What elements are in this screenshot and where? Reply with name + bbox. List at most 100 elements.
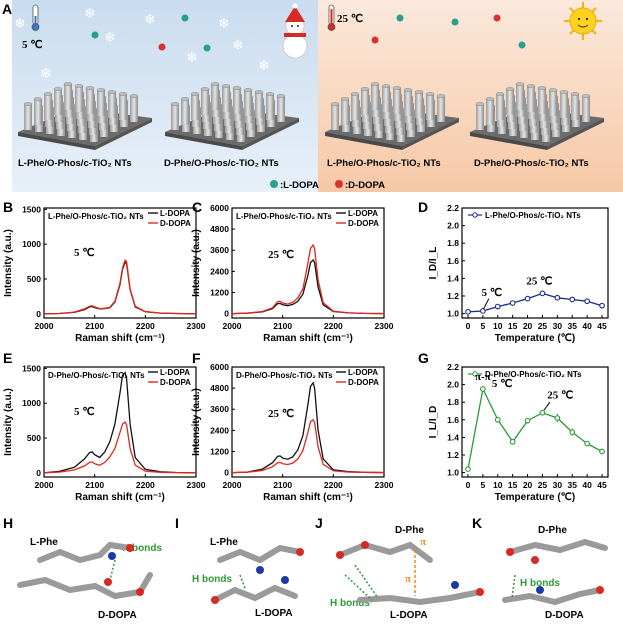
nanotube xyxy=(277,96,285,122)
series-line-d-dopa xyxy=(231,243,385,315)
x-tick-label: 25 xyxy=(538,480,548,490)
h-top-label: L-Phe xyxy=(30,537,58,548)
nanotube-top xyxy=(63,82,73,86)
array-label-2: D-Phe/O-Phos/c-TiO₂ NTs xyxy=(164,158,279,169)
legend-label: D-Phe/O-Phos/c-TiO₂ NTs xyxy=(485,370,582,379)
panel-letter-d: D xyxy=(418,199,428,215)
nanotube-top xyxy=(475,102,485,106)
x-axis-label: Temperature (℃) xyxy=(495,333,576,344)
nanotube-top xyxy=(414,90,424,94)
nanotube xyxy=(560,92,568,118)
plot-frame xyxy=(461,366,609,478)
x-tick-label: 2300 xyxy=(375,321,394,331)
svg-text:❄: ❄ xyxy=(232,38,244,54)
data-point xyxy=(509,438,516,445)
pi-pi-annotation: π-π xyxy=(475,371,491,383)
chart-panel-d: D 0 5 10 15 20 25 30 35 40 45 1.0 1.2 1.4 1.6 1.8 2.0 2.2… xyxy=(418,199,609,344)
y-tick-label: 2400 xyxy=(210,425,229,435)
nanotube-top xyxy=(254,90,264,94)
series-line-d-dopa xyxy=(43,421,197,474)
nanotube-top xyxy=(107,90,117,94)
data-point xyxy=(599,448,605,455)
y-tick-label: 6000 xyxy=(210,203,229,213)
x-tick-label: 5 xyxy=(480,480,485,490)
nanotube-top xyxy=(74,84,84,88)
nanotube xyxy=(527,86,535,112)
nanotube xyxy=(34,99,42,125)
chart-panel-f: F 2000 2100 2200 2300 0 1200 2400 3600 4800 6000 Ra… xyxy=(191,350,394,503)
chart-panel-b: B 2000 2100 2200 2300 0 500 1000 1500 Raman shift… xyxy=(3,199,206,344)
chart-inset-title: L-Phe/O-Phos/c-TiO₂ NTs xyxy=(48,212,144,221)
x-tick-label: 2300 xyxy=(187,480,206,490)
data-point xyxy=(584,440,590,447)
x-tick-label: 20 xyxy=(523,321,533,331)
nanotube xyxy=(476,104,484,130)
floating-dopa-icons xyxy=(91,14,526,52)
data-point xyxy=(539,409,546,416)
nanotube-top xyxy=(23,102,33,106)
j-bond-label: H bonds xyxy=(330,598,370,609)
x-tick-label: 30 xyxy=(553,480,563,490)
y-tick-label: 1500 xyxy=(22,204,41,214)
x-tick-label: 15 xyxy=(508,321,518,331)
data-point xyxy=(465,466,471,472)
y-tick-label: 2.2 xyxy=(447,362,459,372)
temperature-annotation-2: 25 ℃ xyxy=(547,390,573,402)
k-top-label: D-Phe xyxy=(538,525,567,536)
temperature-annotation: 25 ℃ xyxy=(268,249,294,261)
nanotube-top xyxy=(129,94,139,98)
y-tick-label: 6000 xyxy=(210,362,229,372)
nanotube-top xyxy=(403,88,413,92)
k-molecule-image xyxy=(502,538,608,606)
legend-label: L-Phe/O-Phos/c-TiO₂ NTs xyxy=(485,211,581,220)
x-axis-label: Temperature (℃) xyxy=(495,492,576,503)
chart-inset-title: L-Phe/O-Phos/c-TiO₂ NTs xyxy=(236,212,332,221)
nanotube xyxy=(24,104,32,130)
nanotube xyxy=(181,99,189,125)
legend-label: L-DOPA xyxy=(348,368,378,377)
i-bottom-label: L-DOPA xyxy=(255,608,293,619)
temp-warm-label: 25 ℃ xyxy=(337,13,363,25)
nanotube-top xyxy=(360,87,370,91)
snowflake-icons: ❄❄ ❄ ❄❄❄ ❄❄ ❄ xyxy=(14,6,270,82)
nanotube xyxy=(437,96,445,122)
legend-d-dopa: :D-DOPA xyxy=(335,180,385,191)
y-axis-label: Intensity (a.u.) xyxy=(191,388,202,456)
thermometer-cold-icon xyxy=(31,4,40,31)
x-tick-label: 30 xyxy=(553,321,563,331)
l-dopa-icon xyxy=(270,180,278,188)
nanotube xyxy=(244,90,252,116)
nanotube xyxy=(86,88,94,114)
data-point xyxy=(569,296,576,303)
panel-letter-b: B xyxy=(3,199,13,215)
nanotube-top xyxy=(232,86,242,90)
chart-panel-e: E 2000 2100 2200 2300 0 500 1000 1500 Raman shift… xyxy=(3,350,206,503)
x-tick-label: 10 xyxy=(493,480,503,490)
panel-j: J D-Phe L-DOPA H bonds π π xyxy=(315,515,484,621)
x-axis-label: Raman shift (cm⁻¹) xyxy=(75,492,165,503)
y-tick-label: 1.6 xyxy=(447,256,459,266)
svg-text:❄: ❄ xyxy=(14,16,26,32)
x-tick-label: 2300 xyxy=(187,321,206,331)
nanotube-top xyxy=(210,82,220,86)
svg-text:❄: ❄ xyxy=(258,58,270,74)
y-tick-label: 1000 xyxy=(22,239,41,249)
nanotube xyxy=(255,92,263,118)
series-line-l-dopa xyxy=(231,381,385,474)
y-tick-label: 0 xyxy=(224,468,229,478)
nanotube xyxy=(426,94,434,120)
data-point xyxy=(480,308,486,314)
x-axis-label: Raman shift (cm⁻¹) xyxy=(263,333,353,344)
nanotube-top xyxy=(180,97,190,101)
temperature-annotation: 5 ℃ xyxy=(492,378,513,390)
nanotube-top xyxy=(265,92,275,96)
j-pi-top: π xyxy=(420,536,426,548)
x-axis-label: Raman shift (cm⁻¹) xyxy=(75,333,165,344)
i-top-label: L-Phe xyxy=(210,537,238,548)
data-point xyxy=(539,290,546,297)
panel-letter-c: C xyxy=(192,199,202,215)
array-label-3: L-Phe/O-Phos/c-TiO₂ NTs xyxy=(327,158,441,169)
y-tick-label: 1200 xyxy=(210,287,229,297)
